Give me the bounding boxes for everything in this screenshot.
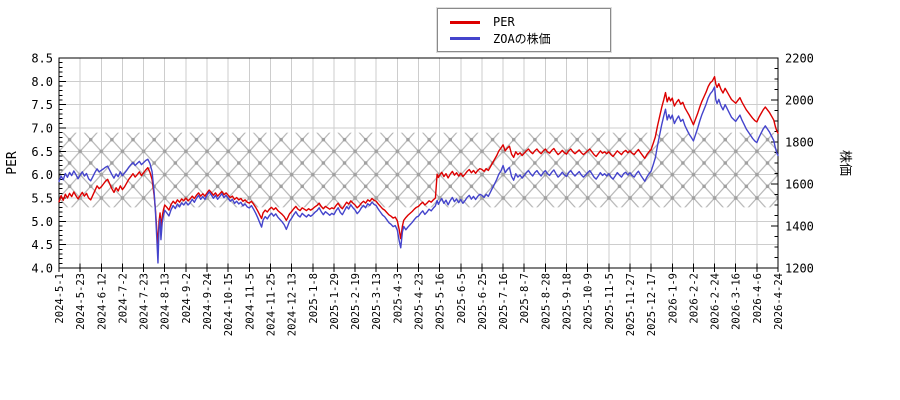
- x-tick-label: 2024-5-1: [54, 273, 66, 324]
- x-tick-label: 2024-9-24: [202, 273, 214, 330]
- y-left-tick-label: 6.5: [31, 145, 53, 159]
- x-tick-label: 2024-12-13: [287, 273, 299, 336]
- y-left-axis-title: PER: [5, 151, 20, 175]
- y-right-tick-label: 1400: [785, 220, 814, 234]
- x-tick-label: 2024-5-23: [75, 273, 87, 330]
- x-tick-label: 2025-1-8: [308, 273, 320, 324]
- y-left-tick-label: 8.5: [31, 52, 53, 66]
- stock-line-swatch: [450, 36, 480, 40]
- y-left-tick-label: 6.0: [31, 168, 53, 182]
- x-tick-label: 2025-5-16: [435, 273, 447, 330]
- x-tick-label: 2024-7-2: [117, 273, 129, 324]
- y-left-tick-label: 7.5: [31, 98, 53, 112]
- x-tick-label: 2025-11-5: [604, 273, 616, 330]
- x-tick-label: 2026-2-2: [688, 273, 700, 324]
- x-tick-label: 2025-8-7: [519, 273, 531, 324]
- plot-frame: [58, 57, 779, 269]
- y-left-tick-label: 5.0: [31, 215, 53, 229]
- y-right-axis-title: 株価: [837, 150, 852, 176]
- x-tick-label: 2025-1-29: [329, 273, 341, 330]
- x-tick-label: 2025-10-9: [583, 273, 595, 330]
- chart-legend: PER ZOAの株価: [437, 8, 611, 52]
- y-left-tick-label: 5.5: [31, 192, 53, 206]
- x-tick-label: 2025-2-19: [350, 273, 362, 330]
- per-range-band: [59, 132, 778, 208]
- x-tick-label: 2026-4-24: [773, 273, 785, 330]
- x-tick-label: 2025-6-5: [456, 273, 468, 324]
- axis-labels: 4.0 4.5 5.0 5.5 6.0 6.5 7.0 7.5 8.0 8.5 1200 1400 16…: [5, 52, 852, 337]
- stock-price-line: [58, 86, 779, 264]
- x-tick-label: 2026-2-24: [710, 273, 722, 330]
- per-line: [58, 75, 779, 247]
- y-right-tick-label: 1800: [785, 136, 814, 150]
- x-tick-label: 2024-8-13: [160, 273, 172, 330]
- y-right-tick-label: 1600: [785, 178, 814, 192]
- x-tick-label: 2025-9-18: [562, 273, 574, 330]
- x-tick-label: 2025-4-23: [414, 273, 426, 330]
- y-right-tick-label: 2000: [785, 94, 814, 108]
- y-right-tick-label: 1200: [785, 262, 814, 276]
- x-tick-label: 2025-3-13: [371, 273, 383, 330]
- x-tick-label: 2024-7-23: [139, 273, 151, 330]
- x-tick-label: 2024-10-15: [223, 273, 235, 336]
- y-left-tick-label: 7.0: [31, 122, 53, 136]
- x-tick-label: 2024-9-2: [181, 273, 193, 324]
- x-tick-label: 2024-6-12: [96, 273, 108, 330]
- y-right-tick-label: 2200: [785, 52, 814, 66]
- per-line-swatch: [450, 20, 480, 24]
- legend-label-stock: ZOAの株価: [493, 31, 551, 46]
- x-tick-label: 2025-7-16: [498, 273, 510, 330]
- x-tick-label: 2025-4-3: [392, 273, 404, 324]
- x-tick-label: 2026-3-16: [731, 273, 743, 330]
- x-tick-label: 2025-11-27: [625, 273, 637, 336]
- x-tick-label: 2024-11-25: [265, 273, 277, 336]
- legend-item-stock: ZOAの株価: [450, 30, 598, 46]
- x-tick-label: 2024-11-5: [244, 273, 256, 330]
- y-left-tick-label: 8.0: [31, 75, 53, 89]
- y-left-tick-label: 4.0: [31, 262, 53, 276]
- x-tick-label: 2026-1-9: [667, 273, 679, 324]
- x-tick-label: 2026-4-6: [752, 273, 764, 324]
- x-tick-label: 2025-12-17: [646, 273, 658, 336]
- legend-item-per: PER: [450, 14, 598, 30]
- x-tick-label: 2025-8-28: [540, 273, 552, 330]
- x-tick-label: 2025-6-25: [477, 273, 489, 330]
- y-left-tick-label: 4.5: [31, 238, 53, 252]
- legend-label-per: PER: [493, 15, 515, 29]
